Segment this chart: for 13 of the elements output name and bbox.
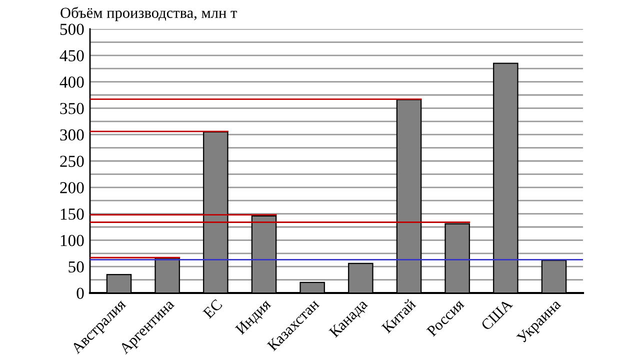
y-axis-title: Объём производства, млн т: [60, 6, 237, 22]
y-tick-label: 450: [60, 50, 84, 62]
y-tick-label: 50: [68, 261, 84, 273]
y-tick-label: 350: [60, 102, 84, 114]
y-tick-label: 250: [60, 156, 84, 167]
y-tick-label: 400: [60, 76, 84, 88]
y-tick-label: 150: [60, 208, 84, 220]
x-tick-label: ЕС: [202, 298, 223, 319]
y-tick-label: 100: [60, 234, 84, 246]
y-tick-label: 500: [60, 24, 84, 35]
y-tick-label: 300: [60, 129, 84, 141]
y-tick-label: 200: [60, 182, 84, 194]
y-tick-label: 0: [76, 288, 84, 299]
